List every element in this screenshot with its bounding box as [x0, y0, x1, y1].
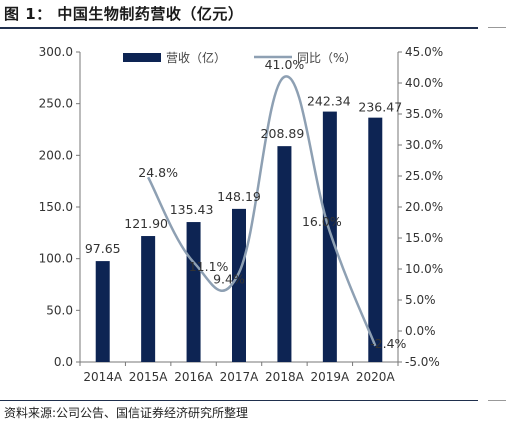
right-tick-label: 45.0% [405, 45, 443, 59]
bar-series [95, 111, 383, 362]
legend-bar-label: 营收（亿） [166, 50, 226, 65]
right-tick-label: 10.0% [405, 262, 443, 276]
chart-legend: 营收（亿） 同比（%） [123, 50, 356, 65]
revenue-bar [232, 208, 246, 362]
right-tick-label: 20.0% [405, 200, 443, 214]
legend-bar-swatch [123, 53, 161, 62]
x-tick-label: 2014A [83, 370, 123, 384]
bottom-rule [0, 400, 478, 401]
revenue-bar [368, 117, 383, 362]
bar-value-label: 148.19 [217, 189, 261, 204]
revenue-bar [95, 261, 110, 362]
line-value-label: 9.4% [213, 272, 245, 287]
bar-value-label: 208.89 [261, 126, 305, 141]
revenue-chart: 0.0 50.0 100.0 150.0 200.0 250.0 300.0 -5.0% 0.0… [39, 45, 443, 384]
left-tick-label: 200.0 [39, 148, 73, 162]
revenue-bar [186, 222, 201, 362]
x-tick-label: 2016A [174, 370, 214, 384]
x-tick-label: 2018A [265, 370, 305, 384]
left-tick-label: 300.0 [39, 45, 73, 59]
bar-value-label: 236.47 [358, 100, 402, 115]
x-tick-label: 2017A [220, 370, 260, 384]
bottom-rule-stub [488, 400, 506, 401]
left-tick-label: 250.0 [39, 97, 73, 111]
revenue-bar [277, 146, 292, 362]
right-tick-label: 0.0% [405, 324, 436, 338]
line-value-label: 41.0% [265, 57, 305, 72]
figure-title: 图 1： 中国生物制药营收（亿元） [4, 5, 244, 23]
line-value-label: 16.0% [302, 214, 342, 229]
x-tick-label: 2020A [356, 370, 396, 384]
top-rule [0, 27, 478, 29]
left-tick-label: 0.0 [54, 355, 73, 369]
source-note: 资料来源:公司公告、国信证券经济研究所整理 [4, 406, 249, 420]
right-tick-label: 5.0% [405, 293, 436, 307]
revenue-bar [141, 236, 156, 362]
line-value-label: 11.1% [189, 259, 229, 274]
bar-value-label: 135.43 [170, 202, 214, 217]
right-tick-label: 25.0% [405, 169, 443, 183]
top-rule-stub [488, 27, 506, 28]
legend-line-label: 同比（%） [297, 51, 356, 65]
bar-value-label: 242.34 [307, 94, 351, 109]
x-tick-label: 2015A [129, 370, 169, 384]
revenue-bar [322, 111, 337, 362]
left-tick-label: 50.0 [46, 303, 73, 317]
x-tick-label: 2019A [310, 370, 350, 384]
line-series [147, 75, 377, 347]
right-tick-label: 40.0% [405, 76, 443, 90]
chart-axes: 0.0 50.0 100.0 150.0 200.0 250.0 300.0 -5.0% 0.0… [39, 45, 443, 384]
right-tick-label: 30.0% [405, 138, 443, 152]
right-tick-label: 35.0% [405, 107, 443, 121]
bar-value-label: 97.65 [85, 241, 121, 256]
right-tick-label: 15.0% [405, 231, 443, 245]
left-tick-label: 150.0 [39, 200, 73, 214]
right-tick-label: -5.0% [405, 355, 440, 369]
line-value-label: -2.4% [370, 336, 406, 351]
bar-value-label: 121.90 [124, 216, 168, 231]
line-value-label: 24.8% [138, 165, 178, 180]
left-tick-label: 100.0 [39, 252, 73, 266]
yoy-growth-line [147, 75, 377, 347]
